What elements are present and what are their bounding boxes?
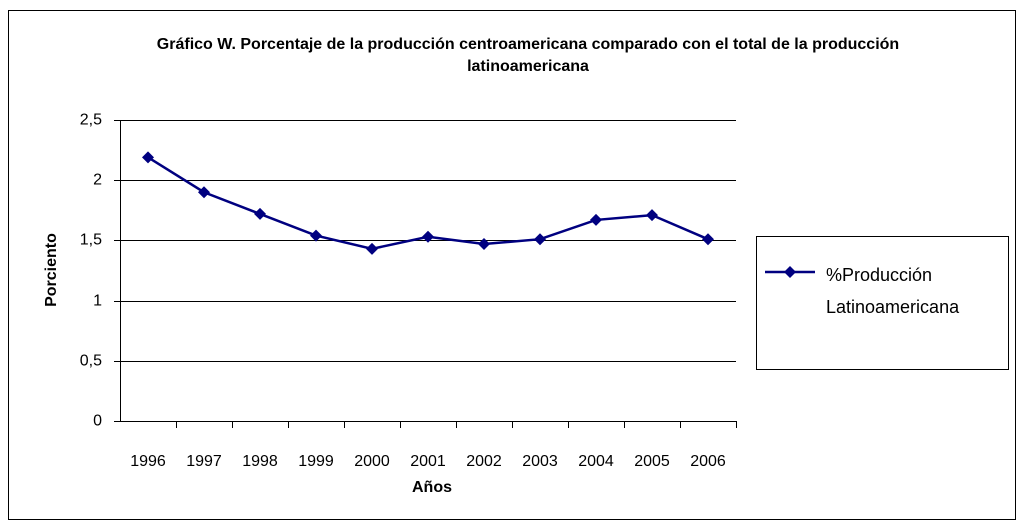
marker: [142, 151, 154, 164]
y-tick-label: 0,5: [80, 353, 102, 370]
marker: [366, 242, 378, 255]
marker: [254, 207, 266, 220]
y-tick-label: 1,5: [80, 232, 102, 249]
y-tick-label: 1: [93, 293, 102, 310]
x-tick-label: 2001: [410, 453, 446, 470]
x-tick-label: 2004: [578, 453, 614, 470]
legend-marker: [784, 266, 796, 278]
legend-box: [756, 236, 1009, 370]
y-tick-label: 2: [93, 172, 102, 189]
y-tick-label: 0: [93, 413, 102, 430]
y-tick-label: 2,5: [80, 112, 102, 129]
x-axis-label: Años: [412, 479, 452, 496]
x-tick-label: 1999: [298, 453, 334, 470]
marker: [310, 229, 322, 242]
marker: [478, 238, 490, 251]
marker: [422, 230, 434, 243]
legend-label: %Producción Latinoamericana: [826, 265, 960, 317]
chart-title: Gráfico W. Porcentaje de la producción c…: [156, 36, 900, 75]
x-tick-label: 2002: [466, 453, 502, 470]
x-tick-label: 2003: [522, 453, 558, 470]
y-axis-label: Porciento: [43, 233, 60, 307]
marker: [646, 209, 658, 222]
marker: [198, 186, 210, 199]
x-tick-label: 2006: [690, 453, 726, 470]
marker: [702, 233, 714, 246]
x-tick-label: 1998: [242, 453, 278, 470]
marker: [590, 213, 602, 226]
x-tick-label: 1996: [130, 453, 166, 470]
x-tick-label: 2005: [634, 453, 670, 470]
x-tick-label: 1997: [186, 453, 222, 470]
x-tick-label: 2000: [354, 453, 390, 470]
marker: [534, 233, 546, 246]
